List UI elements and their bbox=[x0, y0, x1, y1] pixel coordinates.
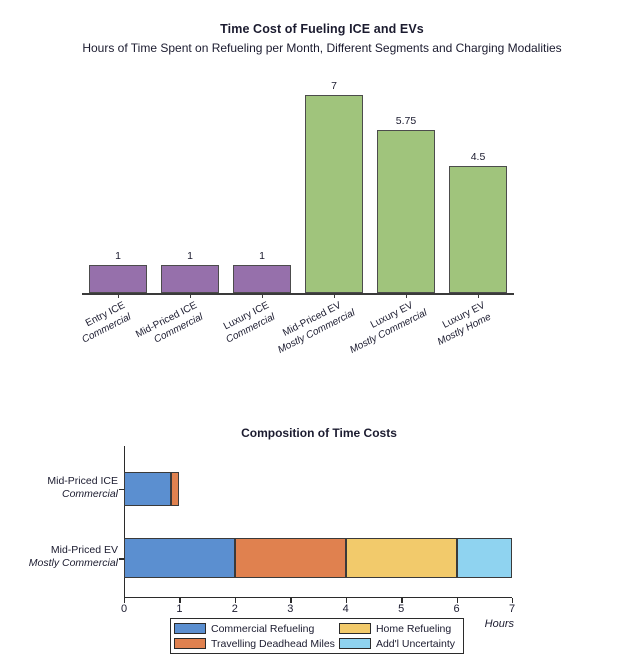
top-axis-tick bbox=[118, 293, 120, 298]
legend-item[interactable]: Add'l Uncertainty bbox=[338, 637, 460, 650]
x-axis-tick-label: 7 bbox=[508, 603, 516, 615]
legend-swatch bbox=[338, 638, 371, 649]
y-category-line2: Commercial bbox=[61, 487, 118, 500]
top-bar bbox=[305, 94, 363, 293]
x-category-label: Luxury EV Mostly Home bbox=[414, 300, 493, 357]
x-category-label: Mid-Priced EV Mostly Commercial bbox=[270, 300, 357, 357]
legend-item[interactable]: Travelling Deadhead Miles bbox=[174, 638, 335, 650]
x-axis-tick-label: 0 bbox=[120, 603, 128, 615]
x-axis-tick-label: 6 bbox=[453, 603, 460, 615]
y-category-line2: Mostly Commercial bbox=[28, 557, 118, 570]
y-category-line1: Mid-Priced ICE bbox=[47, 474, 118, 487]
x-axis-tick bbox=[290, 598, 292, 603]
x-axis-tick-label: 4 bbox=[342, 603, 349, 615]
legend-item[interactable]: Commercial Refueling bbox=[174, 623, 335, 635]
legend: Commercial Refueling Home Refueling Travel… bbox=[170, 618, 464, 654]
stacked-segment bbox=[456, 538, 512, 579]
top-axis-tick bbox=[190, 293, 192, 298]
legend-swatch bbox=[174, 638, 206, 649]
x-axis-tick-label: 2 bbox=[231, 603, 238, 615]
x-axis-tick bbox=[512, 598, 514, 603]
legend-item[interactable]: Home Refueling bbox=[338, 622, 460, 635]
stacked-segment bbox=[234, 538, 346, 579]
top-axis-tick bbox=[334, 293, 336, 298]
bottom-chart-title: Composition of Time Costs bbox=[241, 426, 397, 440]
x-category-label: Luxury ICE Commercial bbox=[198, 300, 277, 357]
top-bar bbox=[161, 264, 219, 293]
stacked-segment bbox=[124, 538, 235, 579]
x-axis-tick bbox=[179, 598, 181, 603]
top-axis-baseline bbox=[82, 293, 514, 295]
x-category-label: Luxury EV Mostly Commercial bbox=[342, 300, 429, 357]
bar-value-label: 5.75 bbox=[395, 115, 417, 128]
legend-label: Travelling Deadhead Miles bbox=[211, 637, 335, 650]
y-category-label: Mid-Priced EV Mostly Commercial bbox=[29, 544, 118, 570]
bar-value-label: 1 bbox=[259, 249, 265, 262]
x-axis-tick bbox=[124, 598, 126, 603]
legend-label: Add'l Uncertainty bbox=[375, 637, 455, 650]
y-axis-tick bbox=[119, 558, 124, 560]
bar-value-label: 7 bbox=[331, 79, 337, 92]
top-bar-chart: 1 Entry ICE Commercial 1 Mid-Priced ICE Comme… bbox=[0, 60, 644, 360]
x-category-label: Mid-Priced ICE Commercial bbox=[126, 300, 205, 357]
legend-swatch bbox=[338, 623, 371, 634]
figure-title: Time Cost of Fueling ICE and EVs bbox=[220, 22, 424, 36]
legend-label: Commercial Refueling bbox=[211, 622, 315, 635]
x-axis-tick-label: 5 bbox=[398, 603, 405, 615]
x-axis-tick bbox=[456, 598, 458, 603]
bar-value-label: 1 bbox=[115, 249, 121, 262]
top-axis-tick bbox=[406, 293, 408, 298]
x-axis-tick bbox=[401, 598, 403, 603]
top-axis-tick bbox=[478, 293, 480, 298]
bottom-plot-area bbox=[124, 446, 512, 598]
legend-swatch bbox=[174, 623, 206, 634]
y-category-label: Mid-Priced ICE Commercial bbox=[47, 475, 118, 501]
bar-value-label: 1 bbox=[187, 249, 193, 262]
top-bar bbox=[89, 264, 147, 293]
y-axis-tick bbox=[119, 488, 124, 490]
x-axis-tick bbox=[345, 598, 348, 603]
top-bar bbox=[233, 264, 291, 293]
x-axis-label: Hours bbox=[484, 618, 514, 630]
x-axis-tick bbox=[234, 598, 237, 603]
legend-label: Home Refueling bbox=[375, 622, 452, 635]
y-category-line1: Mid-Priced EV bbox=[50, 544, 118, 557]
bottom-stacked-chart: Composition of Time Costs Hours Mid-Pric… bbox=[0, 412, 644, 670]
stacked-segment bbox=[345, 538, 457, 579]
x-axis-tick-label: 1 bbox=[176, 603, 183, 615]
top-bar bbox=[377, 130, 435, 293]
stacked-segment bbox=[171, 471, 180, 506]
figure-subtitle: Hours of Time Spent on Refueling per Mon… bbox=[82, 41, 562, 55]
top-bar bbox=[449, 165, 507, 293]
x-axis-tick-label: 3 bbox=[287, 603, 294, 615]
x-category-label: Entry ICE Commercial bbox=[54, 300, 133, 357]
top-axis-tick bbox=[262, 293, 264, 298]
bar-value-label: 4.5 bbox=[470, 150, 486, 163]
stacked-segment bbox=[124, 471, 172, 506]
